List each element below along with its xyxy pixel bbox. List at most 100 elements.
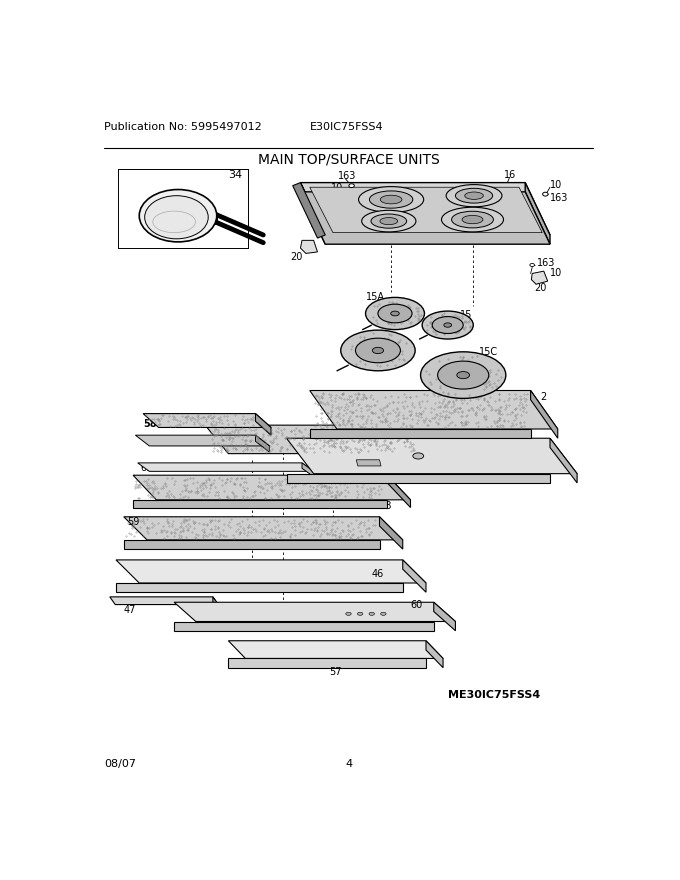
Polygon shape — [116, 583, 403, 592]
Polygon shape — [205, 425, 441, 454]
Text: MAIN TOP/SURFACE UNITS: MAIN TOP/SURFACE UNITS — [258, 152, 439, 166]
Text: 57: 57 — [329, 666, 341, 677]
Polygon shape — [213, 597, 218, 610]
Text: 2: 2 — [541, 392, 547, 401]
Text: 47: 47 — [124, 605, 136, 615]
Ellipse shape — [381, 612, 386, 615]
Text: 15B: 15B — [346, 338, 365, 348]
Polygon shape — [301, 182, 325, 244]
Ellipse shape — [420, 352, 506, 399]
Text: 10: 10 — [550, 180, 562, 190]
Polygon shape — [292, 182, 325, 238]
Ellipse shape — [432, 317, 463, 334]
Text: 60: 60 — [411, 599, 423, 610]
Ellipse shape — [380, 195, 402, 204]
Ellipse shape — [378, 304, 412, 323]
Ellipse shape — [391, 312, 399, 316]
Ellipse shape — [358, 187, 424, 212]
Ellipse shape — [341, 330, 415, 370]
Ellipse shape — [462, 216, 483, 224]
Text: 61: 61 — [141, 463, 153, 473]
Text: 163: 163 — [537, 259, 555, 268]
Polygon shape — [228, 641, 443, 658]
Text: 58A: 58A — [378, 455, 397, 465]
Polygon shape — [301, 240, 318, 253]
Text: 20: 20 — [290, 253, 303, 262]
Text: 4: 4 — [345, 759, 352, 769]
Polygon shape — [301, 192, 550, 244]
Text: 15A: 15A — [367, 291, 386, 302]
Polygon shape — [310, 429, 530, 438]
Polygon shape — [418, 425, 441, 459]
Polygon shape — [174, 602, 456, 621]
Ellipse shape — [349, 184, 354, 187]
Polygon shape — [124, 517, 403, 539]
Polygon shape — [133, 475, 411, 500]
Ellipse shape — [373, 348, 384, 354]
Ellipse shape — [422, 311, 473, 339]
Polygon shape — [310, 391, 558, 429]
Ellipse shape — [366, 297, 424, 330]
Ellipse shape — [139, 189, 217, 242]
Text: Publication No: 5995497012: Publication No: 5995497012 — [104, 122, 262, 132]
Text: 163: 163 — [550, 193, 568, 203]
Polygon shape — [109, 597, 218, 605]
Polygon shape — [124, 539, 379, 549]
Text: 1: 1 — [558, 461, 564, 471]
Text: 20: 20 — [534, 283, 547, 293]
Text: 58B: 58B — [143, 419, 164, 429]
Text: 08/07: 08/07 — [104, 759, 137, 769]
Text: ME30IC75FSS4: ME30IC75FSS4 — [447, 690, 540, 700]
Ellipse shape — [464, 192, 483, 200]
Text: 16: 16 — [503, 170, 515, 180]
Text: 50: 50 — [480, 451, 492, 461]
Polygon shape — [256, 414, 271, 435]
Ellipse shape — [380, 217, 398, 224]
Polygon shape — [174, 621, 434, 631]
Text: 10: 10 — [550, 268, 562, 278]
Text: 58: 58 — [379, 501, 392, 511]
Text: 10: 10 — [331, 183, 343, 193]
Polygon shape — [434, 602, 456, 631]
Ellipse shape — [456, 188, 492, 203]
Polygon shape — [379, 517, 403, 549]
Ellipse shape — [530, 263, 534, 267]
Polygon shape — [256, 435, 269, 452]
Text: 163: 163 — [338, 172, 356, 181]
Text: 34: 34 — [228, 170, 243, 180]
Ellipse shape — [356, 338, 401, 363]
Ellipse shape — [371, 214, 407, 228]
Ellipse shape — [362, 210, 416, 231]
Polygon shape — [387, 475, 411, 508]
Ellipse shape — [358, 612, 363, 615]
Ellipse shape — [444, 323, 452, 327]
Ellipse shape — [413, 453, 424, 459]
Ellipse shape — [457, 371, 470, 378]
Polygon shape — [133, 500, 387, 508]
Text: E30IC75FSS4: E30IC75FSS4 — [310, 122, 384, 132]
Polygon shape — [228, 658, 426, 668]
Polygon shape — [286, 473, 550, 483]
Ellipse shape — [369, 191, 413, 209]
Text: 15C: 15C — [479, 347, 498, 357]
Text: 59: 59 — [128, 517, 140, 527]
Polygon shape — [286, 438, 577, 473]
Ellipse shape — [543, 192, 548, 196]
Ellipse shape — [145, 195, 208, 238]
Text: 46: 46 — [372, 568, 384, 579]
Polygon shape — [137, 463, 313, 472]
Ellipse shape — [446, 185, 502, 207]
Polygon shape — [550, 438, 577, 483]
Ellipse shape — [441, 207, 503, 232]
Polygon shape — [525, 182, 550, 244]
Polygon shape — [301, 182, 550, 235]
Ellipse shape — [346, 612, 351, 615]
Text: 15: 15 — [460, 310, 473, 320]
Polygon shape — [310, 187, 542, 232]
Polygon shape — [426, 641, 443, 668]
Polygon shape — [143, 414, 271, 428]
Polygon shape — [356, 459, 381, 466]
Polygon shape — [135, 435, 269, 446]
Polygon shape — [531, 271, 547, 284]
Polygon shape — [403, 560, 426, 592]
